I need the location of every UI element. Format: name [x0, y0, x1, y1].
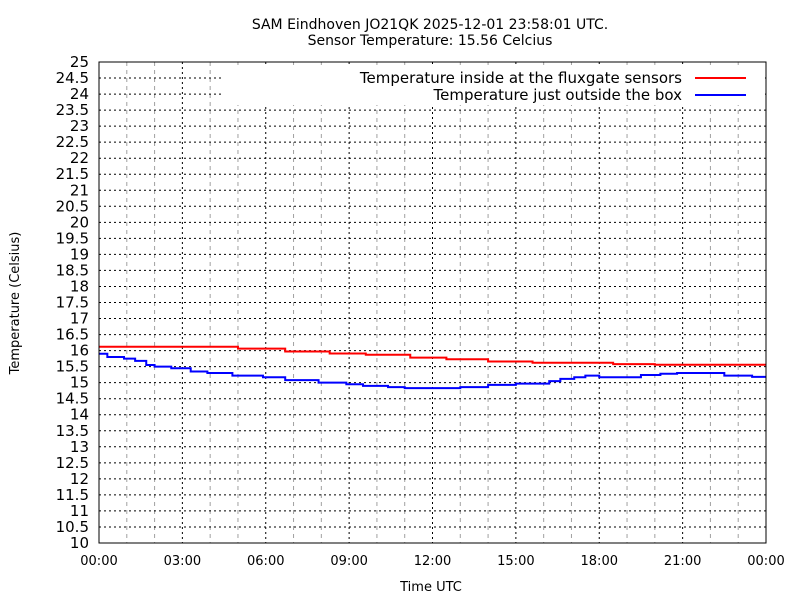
y-tick-label: 14	[70, 406, 89, 424]
legend-label-outside: Temperature just outside the box	[433, 86, 683, 104]
y-tick-label: 10	[70, 534, 89, 552]
x-tick-label: 06:00	[247, 554, 284, 569]
y-tick-label: 14.5	[56, 390, 89, 408]
x-tick-label: 12:00	[414, 554, 451, 569]
legend: Temperature inside at the fluxgate senso…	[222, 65, 765, 105]
y-tick-label: 12.5	[56, 454, 89, 472]
y-tick-label: 11.5	[56, 486, 89, 504]
y-axis-label: Temperature (Celsius)	[8, 232, 23, 376]
x-tick-label: 09:00	[330, 554, 367, 569]
y-tick-label: 22.5	[56, 133, 89, 151]
y-tick-label: 21	[70, 181, 89, 199]
x-tick-label: 15:00	[497, 554, 534, 569]
y-tick-label: 24.5	[56, 69, 89, 87]
x-tick-label: 00:00	[747, 554, 784, 569]
x-tick-label: 21:00	[664, 554, 701, 569]
x-tick-label: 18:00	[581, 554, 618, 569]
y-tick-label: 17	[70, 310, 89, 328]
y-tick-label: 18	[70, 277, 89, 295]
y-tick-label: 10.5	[56, 518, 89, 536]
y-tick-label: 22	[70, 149, 89, 167]
chart-title: SAM Eindhoven JO21QK 2025-12-01 23:58:01…	[252, 17, 608, 33]
series-line-0	[99, 345, 766, 366]
plot-border	[98, 61, 767, 544]
legend-label-inside: Temperature inside at the fluxgate senso…	[359, 69, 682, 87]
y-tick-label: 21.5	[56, 165, 89, 183]
y-tick-label: 16.5	[56, 326, 89, 344]
y-tick-label: 11	[70, 502, 89, 520]
x-tick-label: 03:00	[164, 554, 201, 569]
y-tick-label: 23	[70, 117, 89, 135]
y-tick-label: 17.5	[56, 294, 89, 312]
y-tick-label: 20	[70, 213, 89, 231]
y-tick-label: 19	[70, 245, 89, 263]
y-tick-label: 16	[70, 342, 89, 360]
y-tick-label: 18.5	[56, 261, 89, 279]
y-tick-label: 24	[70, 85, 89, 103]
series-group	[99, 345, 766, 390]
y-tick-label: 15.5	[56, 358, 89, 376]
y-tick-label: 19.5	[56, 229, 89, 247]
y-tick-label: 12	[70, 470, 89, 488]
y-tick-label: 25	[70, 53, 89, 71]
y-tick-label: 15	[70, 374, 89, 392]
y-tick-label: 23.5	[56, 101, 89, 119]
series-line-1	[99, 352, 766, 390]
chart-subtitle: Sensor Temperature: 15.56 Celcius	[308, 33, 553, 49]
grid	[99, 62, 766, 543]
x-axis-label: Time UTC	[399, 580, 462, 595]
y-tick-label: 20.5	[56, 197, 89, 215]
y-tick-label: 13.5	[56, 422, 89, 440]
axes: 1010.51111.51212.51313.51414.51515.51616…	[56, 53, 785, 569]
x-tick-label: 00:00	[80, 554, 117, 569]
y-tick-label: 13	[70, 438, 89, 456]
